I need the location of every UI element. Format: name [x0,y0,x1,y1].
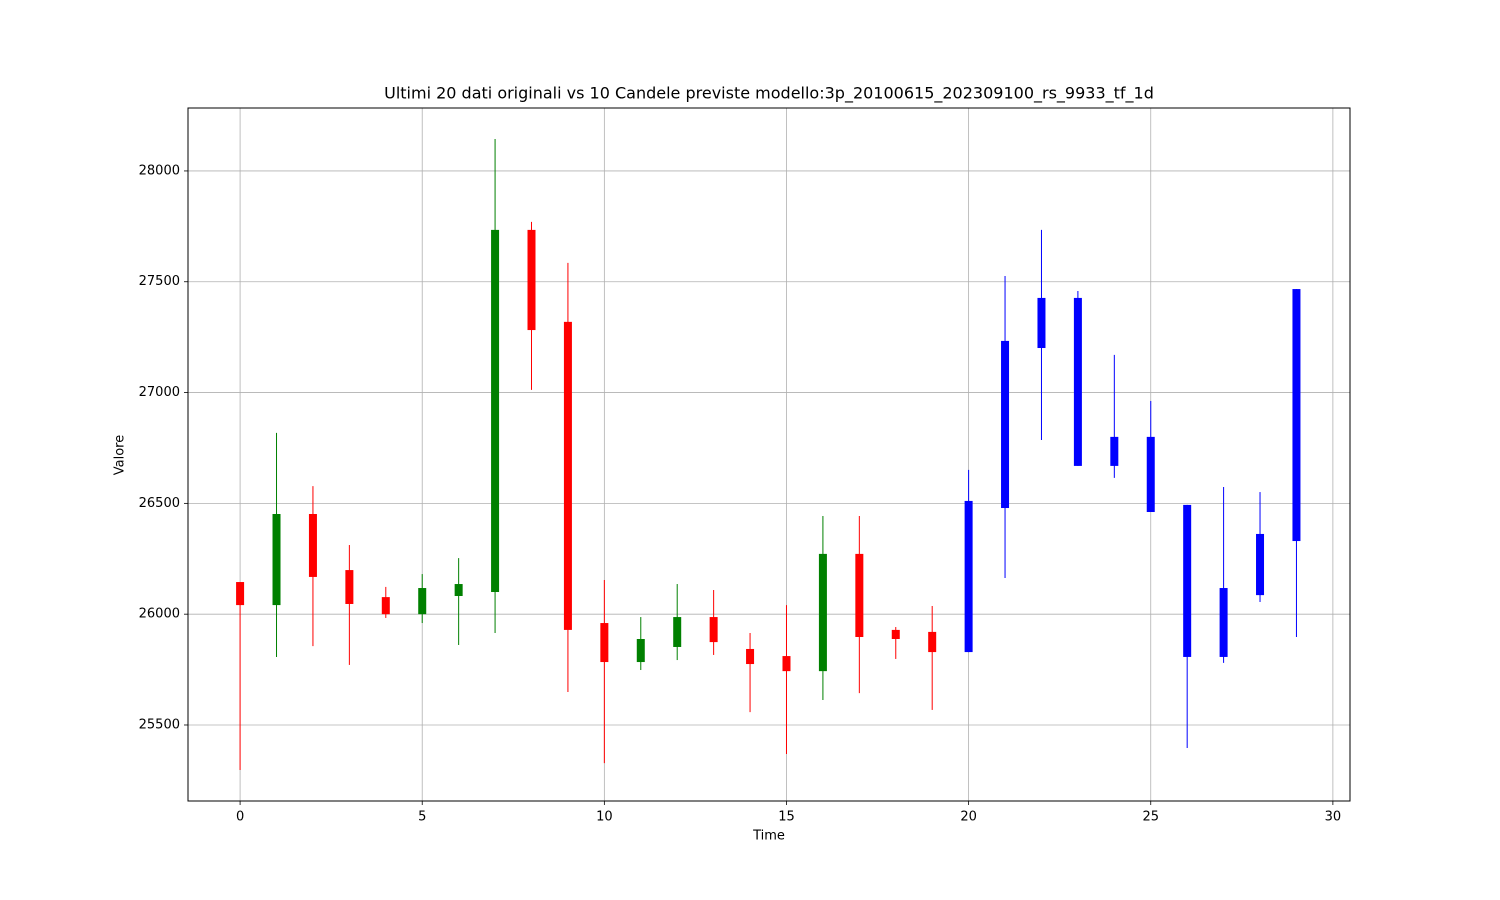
candle-body [636,638,645,663]
plot-frame [187,107,1351,802]
x-axis-label: Time [752,829,785,844]
candle-body [928,631,937,653]
candle-body [746,648,755,665]
x-tick-label: 10 [596,810,613,825]
candle-body [891,629,900,639]
candle-body [964,500,973,653]
x-tick-label: 30 [1325,810,1342,825]
candle-body [818,553,827,672]
candle-body [1292,289,1301,542]
candle-body [308,514,317,577]
candle-body [381,597,390,615]
candle-body [491,229,500,593]
y-tick-label: 26500 [139,496,180,511]
candle-body [600,623,609,663]
x-tick-label: 15 [778,810,795,825]
chart-title: Ultimi 20 dati originali vs 10 Candele p… [384,84,1154,104]
candle-body [527,229,536,331]
candle-body [236,582,245,606]
candle-body [855,553,864,638]
candle-body [782,656,791,672]
candle-body [709,617,718,643]
y-tick-label: 26000 [139,607,180,622]
candle-body [563,321,572,630]
x-tick-label: 0 [236,810,244,825]
candle-body [418,588,427,615]
candle-body [272,514,281,606]
candle-body [1219,588,1228,657]
y-tick-label: 27000 [139,385,180,400]
x-tick-label: 25 [1142,810,1159,825]
y-axis-label: Valore [113,435,128,475]
y-tick-label: 28000 [139,163,180,178]
candle-body [1073,297,1082,466]
candle-body [673,617,682,647]
candle-body [1183,504,1192,657]
y-tick-label: 27500 [139,274,180,289]
x-tick-label: 20 [960,810,977,825]
candle-body [1001,340,1010,509]
candle-body [454,584,463,597]
y-tick-label: 25500 [139,717,180,732]
candle-body [345,570,354,604]
candle-body [1256,533,1265,596]
x-tick-label: 5 [418,810,426,825]
candle-body [1110,436,1119,466]
candle-body [1037,297,1046,349]
candle-body [1146,436,1155,513]
